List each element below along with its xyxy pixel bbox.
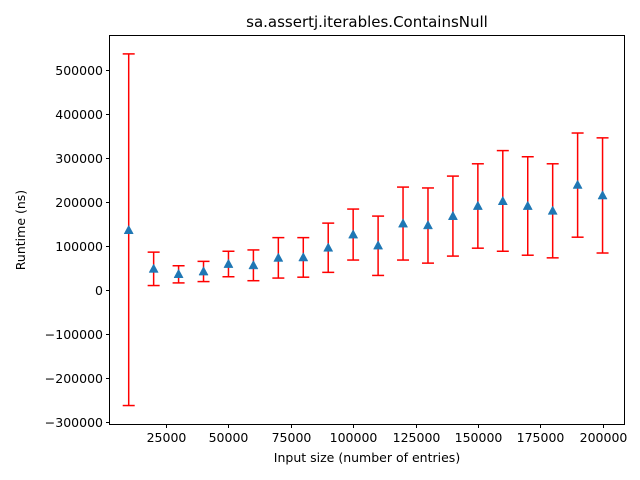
errorbars-layer xyxy=(122,53,609,407)
x-tick-label: 75000 xyxy=(272,430,312,445)
data-point-marker xyxy=(173,268,184,278)
x-axis: 25000 50000 75000 100000 125000 150000 175000 2… xyxy=(147,424,628,445)
x-tick-label: 50000 xyxy=(209,430,249,445)
plot-frame xyxy=(109,35,625,425)
x-tick-label: 125000 xyxy=(393,430,441,445)
y-axis-title: Runtime (ns) xyxy=(13,190,28,270)
y-tick-label: 500000 xyxy=(55,63,103,78)
y-tick-label: 0 xyxy=(95,283,103,298)
y-tick-label: −200000 xyxy=(45,371,103,386)
data-point-marker xyxy=(198,266,209,276)
markers-layer xyxy=(123,179,608,278)
data-point-marker xyxy=(123,224,134,235)
y-tick-label: −300000 xyxy=(45,415,103,430)
data-point-marker xyxy=(223,258,234,268)
data-point-marker xyxy=(298,252,309,262)
y-tick-label: −100000 xyxy=(45,327,103,342)
data-point-marker xyxy=(572,179,583,189)
data-point-marker xyxy=(447,210,458,220)
data-point-marker xyxy=(472,200,483,210)
data-point-marker xyxy=(547,205,558,215)
data-point-marker xyxy=(323,242,334,252)
data-point-marker xyxy=(373,240,384,250)
data-point-marker xyxy=(597,190,608,200)
data-point-marker xyxy=(148,263,159,273)
x-tick-label: 175000 xyxy=(517,430,565,445)
data-point-marker xyxy=(497,195,508,205)
x-tick-label: 200000 xyxy=(580,430,628,445)
data-point-marker xyxy=(522,200,533,210)
data-point-marker xyxy=(422,220,433,230)
x-tick-label: 100000 xyxy=(330,430,378,445)
y-axis: −300000 −200000 −100000 0 100000 200000 300000… xyxy=(45,63,110,430)
data-point-marker xyxy=(248,259,259,270)
y-tick-label: 400000 xyxy=(55,107,103,122)
y-tick-label: 200000 xyxy=(55,195,103,210)
y-tick-label: 100000 xyxy=(55,239,103,254)
x-tick-label: 150000 xyxy=(455,430,503,445)
data-point-marker xyxy=(348,229,359,239)
x-tick-label: 25000 xyxy=(147,430,187,445)
y-tick-label: 300000 xyxy=(55,151,103,166)
data-point-marker xyxy=(273,252,284,262)
data-point-marker xyxy=(398,218,409,228)
chart-title: sa.assertj.iterables.ContainsNull xyxy=(246,13,488,31)
x-axis-title: Input size (number of entries) xyxy=(274,450,460,465)
